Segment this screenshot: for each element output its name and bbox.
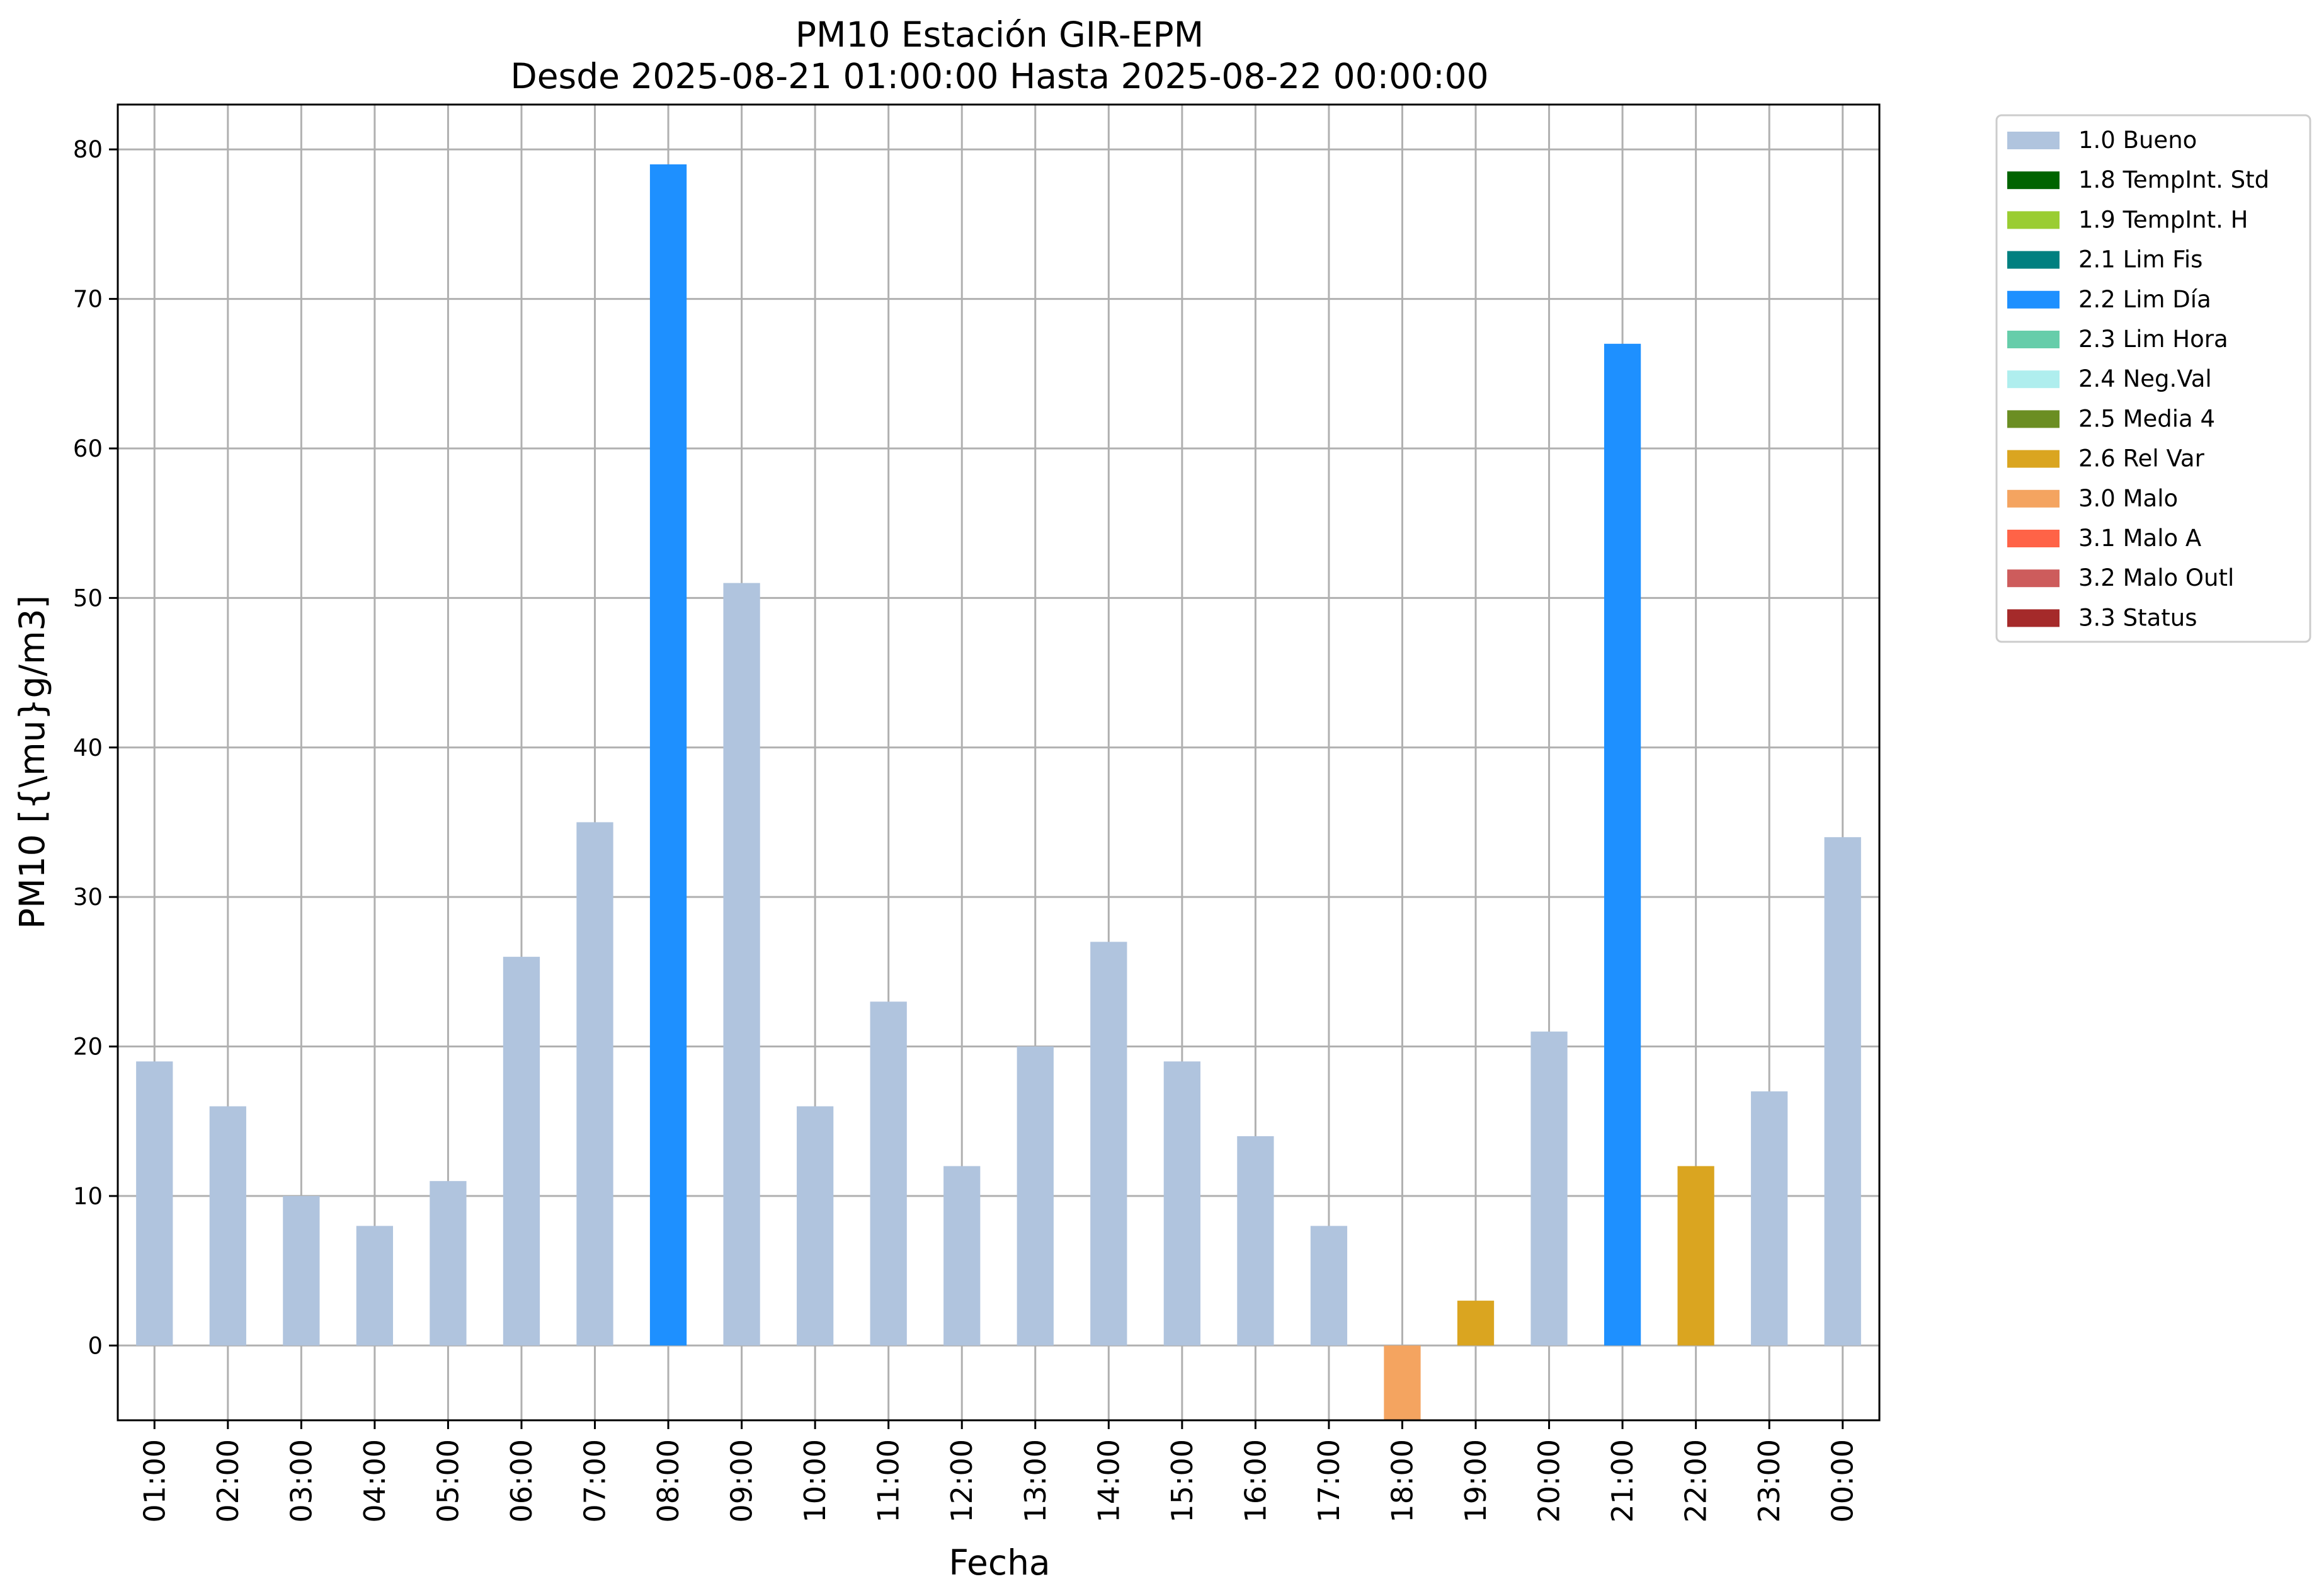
legend-swatch bbox=[2007, 370, 2060, 389]
bar-1700 bbox=[1310, 1226, 1348, 1346]
x-tick-label: 14:00 bbox=[1091, 1439, 1125, 1523]
bar-1400 bbox=[1090, 942, 1127, 1346]
x-axis-label: Fecha bbox=[949, 1542, 1050, 1583]
legend-swatch bbox=[2007, 290, 2060, 309]
bar-1300 bbox=[1017, 1046, 1054, 1346]
x-tick-label: 17:00 bbox=[1312, 1439, 1346, 1523]
x-tick-label: 05:00 bbox=[431, 1439, 465, 1523]
x-tick-label: 20:00 bbox=[1532, 1439, 1566, 1523]
x-tick-label: 23:00 bbox=[1752, 1439, 1786, 1523]
bar-0900 bbox=[723, 583, 760, 1346]
legend-swatch bbox=[2007, 211, 2060, 229]
bar-1100 bbox=[870, 1001, 907, 1346]
bar-0100 bbox=[136, 1061, 173, 1346]
x-tick-label: 19:00 bbox=[1459, 1439, 1493, 1523]
bar-2100 bbox=[1604, 343, 1641, 1346]
legend-label: 3.2 Malo Outl bbox=[2078, 564, 2234, 591]
bar-0300 bbox=[283, 1195, 320, 1346]
legend-swatch bbox=[2007, 132, 2060, 149]
y-tick-label: 60 bbox=[73, 435, 103, 462]
legend-swatch bbox=[2007, 251, 2060, 269]
x-tick-label: 09:00 bbox=[725, 1439, 759, 1523]
bar-0400 bbox=[356, 1226, 394, 1346]
legend-label: 3.0 Malo bbox=[2078, 485, 2178, 512]
legend-label: 2.4 Neg.Val bbox=[2078, 365, 2212, 392]
legend-label: 1.8 TempInt. Std bbox=[2078, 166, 2269, 193]
legend-swatch bbox=[2007, 331, 2060, 348]
legend-label: 1.9 TempInt. H bbox=[2078, 206, 2248, 233]
legend-swatch bbox=[2007, 489, 2060, 508]
bar-0800 bbox=[649, 164, 687, 1346]
y-axis-ticks: 0 10 20 30 40 50 60 70 80 bbox=[73, 136, 118, 1359]
legend-frame bbox=[1995, 114, 2311, 643]
bar-1600 bbox=[1237, 1136, 1274, 1346]
bar-0000 bbox=[1824, 837, 1861, 1346]
x-tick-label: 21:00 bbox=[1605, 1439, 1639, 1523]
x-tick-label: 22:00 bbox=[1679, 1439, 1713, 1523]
chart-title: PM10 Estación GIR-EPM bbox=[795, 14, 1204, 55]
x-tick-label: 00:00 bbox=[1826, 1439, 1860, 1523]
legend-label: 2.2 Lim Día bbox=[2078, 286, 2211, 313]
legend-swatch bbox=[2007, 171, 2060, 190]
x-tick-label: 13:00 bbox=[1018, 1439, 1052, 1523]
plot-frame bbox=[117, 103, 1881, 1422]
x-tick-label: 18:00 bbox=[1385, 1439, 1419, 1523]
legend: 1.0 Bueno 1.8 TempInt. Std 1.9 TempInt. H 2… bbox=[1995, 114, 2311, 643]
legend-swatch bbox=[2007, 530, 2060, 547]
bar-0600 bbox=[503, 957, 540, 1346]
y-tick-label: 30 bbox=[73, 884, 103, 911]
bar-1800 bbox=[1384, 1345, 1421, 1420]
x-tick-label: 11:00 bbox=[872, 1439, 906, 1523]
bar-1500 bbox=[1163, 1061, 1200, 1346]
bar-0700 bbox=[576, 822, 613, 1346]
legend-swatch bbox=[2007, 410, 2060, 428]
x-tick-label: 08:00 bbox=[651, 1439, 685, 1523]
y-tick-label: 40 bbox=[73, 734, 103, 761]
bar-2000 bbox=[1530, 1031, 1568, 1346]
chart-subtitle: Desde 2025-08-21 01:00:00 Hasta 2025-08-… bbox=[510, 56, 1488, 96]
bar-2300 bbox=[1751, 1091, 1788, 1346]
x-tick-label: 15:00 bbox=[1165, 1439, 1199, 1523]
x-tick-label: 03:00 bbox=[284, 1439, 318, 1523]
x-tick-label: 04:00 bbox=[358, 1439, 392, 1523]
y-axis-label: PM10 [{\mu}g/m3] bbox=[12, 595, 52, 929]
y-tick-label: 0 bbox=[88, 1332, 103, 1359]
y-tick-label: 20 bbox=[73, 1034, 103, 1061]
legend-label: 3.1 Malo A bbox=[2078, 525, 2201, 552]
x-tick-label: 01:00 bbox=[137, 1439, 171, 1523]
y-tick-label: 10 bbox=[73, 1183, 103, 1210]
x-tick-label: 02:00 bbox=[211, 1439, 245, 1523]
legend-label: 2.1 Lim Fis bbox=[2078, 246, 2202, 273]
x-tick-label: 16:00 bbox=[1238, 1439, 1272, 1523]
bar-1200 bbox=[943, 1166, 981, 1346]
legend-label: 3.3 Status bbox=[2078, 604, 2197, 631]
y-tick-label: 80 bbox=[73, 136, 103, 163]
y-tick-label: 50 bbox=[73, 584, 103, 612]
x-tick-label: 07:00 bbox=[578, 1439, 612, 1523]
x-tick-label: 10:00 bbox=[798, 1439, 832, 1523]
legend-swatch bbox=[2007, 609, 2060, 627]
bar-1900 bbox=[1457, 1301, 1495, 1346]
legend-swatch bbox=[2007, 569, 2060, 588]
legend-label: 2.5 Media 4 bbox=[2078, 405, 2215, 432]
bar-2200 bbox=[1677, 1166, 1714, 1346]
x-tick-label: 12:00 bbox=[945, 1439, 979, 1523]
bar-1000 bbox=[797, 1106, 834, 1346]
legend-swatch bbox=[2007, 450, 2060, 468]
legend-label: 2.6 Rel Var bbox=[2078, 445, 2205, 472]
x-axis-ticks: 01:00 02:00 03:00 04:00 05:00 06:00 07:00 08:00… bbox=[137, 1420, 1860, 1523]
bar-0200 bbox=[209, 1106, 246, 1346]
legend-label: 2.3 Lim Hora bbox=[2078, 326, 2228, 353]
bars bbox=[136, 164, 1861, 1420]
bar-0500 bbox=[430, 1181, 467, 1346]
legend-label: 1.0 Bueno bbox=[2078, 127, 2197, 154]
y-tick-label: 70 bbox=[73, 286, 103, 313]
x-tick-label: 06:00 bbox=[504, 1439, 538, 1523]
